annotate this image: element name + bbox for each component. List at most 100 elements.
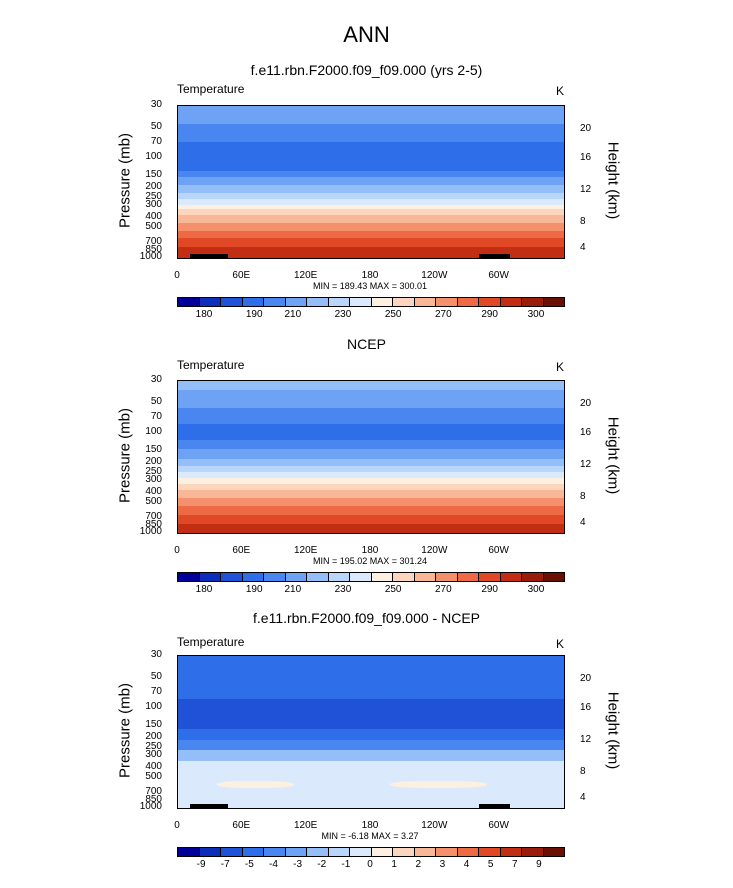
x-tick-label: 120W — [421, 270, 448, 281]
colorbar-swatch — [199, 573, 221, 581]
contour-band — [178, 204, 564, 211]
contour-band — [178, 124, 564, 144]
y-right-tick-label: 16 — [580, 702, 592, 714]
contour-region — [197, 698, 244, 726]
contour-band — [178, 514, 564, 525]
y-right-tick-label: 16 — [580, 427, 592, 439]
y-tick-label: 200 — [145, 731, 162, 743]
y-axis-label: Pressure (mb) — [116, 407, 134, 504]
colorbar-swatch — [457, 573, 479, 581]
colorbar-tick-label: 190 — [245, 309, 263, 320]
colorbar-tick-label: 290 — [481, 584, 498, 595]
colorbar-swatch — [543, 848, 564, 856]
colorbar-tick-label: -2 — [317, 859, 327, 870]
colorbar-swatch — [178, 298, 200, 306]
contour-band — [178, 739, 564, 751]
y-tick-label: 50 — [150, 121, 162, 133]
x-tick-label: 180 — [361, 545, 379, 556]
x-tick-label: 60E — [232, 270, 251, 281]
y-tick-label: 100 — [145, 426, 162, 438]
topography-mask — [479, 254, 510, 258]
colorbar-swatch — [371, 573, 393, 581]
colorbar-tick-label: 3 — [439, 859, 446, 870]
y-right-tick-label: 8 — [580, 216, 586, 228]
contour-band — [178, 171, 564, 179]
colorbar-tick-label: 300 — [527, 309, 545, 320]
colorbar-swatch — [479, 298, 501, 306]
colorbar-swatch — [414, 573, 436, 581]
colorbar-swatch — [436, 573, 458, 581]
x-tick-label: 0 — [174, 270, 180, 281]
colorbar-tick-label: 250 — [384, 309, 402, 320]
colorbar-swatch — [221, 573, 243, 581]
contour-band — [178, 728, 564, 741]
colorbar-swatch — [436, 298, 458, 306]
y-tick-label: 30 — [150, 374, 162, 385]
topography-mask — [479, 804, 510, 808]
y-tick-label: 850 — [145, 793, 162, 805]
panel-1: f.e11.rbn.F2000.f09_f09.000 (yrs 2-5) Tem… — [0, 0, 733, 320]
contour-band — [178, 198, 564, 206]
colorbar-swatch — [414, 298, 436, 306]
y-axis-label: Pressure (mb) — [116, 132, 134, 229]
colorbar-swatch — [522, 848, 544, 856]
y-tick-label: 50 — [150, 671, 162, 683]
colorbar — [177, 572, 565, 582]
x-tick-label: 60E — [232, 545, 251, 556]
y-tick-label: 500 — [145, 220, 162, 232]
x-tick-label: 180 — [361, 270, 379, 281]
topography-mask — [205, 804, 217, 808]
min-max-text: MIN = 195.02 MAX = 301.24 — [312, 556, 428, 566]
colorbar-swatch — [371, 848, 393, 856]
y-tick-label: 1000 — [139, 801, 162, 812]
colorbar-swatch — [328, 298, 350, 306]
colorbar-tick-label: 230 — [334, 584, 352, 595]
colorbar-swatch — [328, 573, 350, 581]
contour-band — [178, 449, 564, 460]
x-tick-label: 60E — [232, 820, 251, 831]
y-tick-label: 700 — [145, 785, 162, 797]
contour-band — [178, 106, 564, 125]
variable-label: Temperature — [177, 358, 245, 372]
contour-band — [178, 656, 564, 700]
colorbar-tick-label: 9 — [536, 859, 542, 870]
colorbar-swatch — [328, 848, 350, 856]
contour-band — [178, 381, 564, 391]
colorbar-tick-label: 210 — [284, 584, 302, 595]
colorbar-swatch — [522, 573, 544, 581]
colorbar-tick-label: 7 — [511, 859, 518, 870]
contour-band — [178, 466, 564, 473]
y-axis-label-right: Height (km) — [604, 416, 622, 495]
y-tick-label: 850 — [145, 243, 162, 255]
y-tick-label: 250 — [145, 190, 162, 202]
x-tick-label: 120W — [421, 545, 448, 556]
panel-title: NCEP — [347, 336, 386, 352]
colorbar-swatch — [543, 573, 564, 581]
x-tick-label: 60W — [488, 545, 509, 556]
colorbar-swatch — [500, 298, 522, 306]
colorbar-tick-label: 230 — [334, 309, 352, 320]
panel-title: f.e11.rbn.F2000.f09_f09.000 - NCEP — [253, 610, 480, 626]
colorbar-tick-label: 270 — [434, 584, 452, 595]
colorbar-swatch — [457, 848, 479, 856]
colorbar-swatch — [393, 848, 415, 856]
y-right-tick-label: 12 — [580, 184, 592, 196]
y-right-tick-label: 12 — [580, 734, 592, 746]
y-tick-label: 150 — [145, 443, 162, 455]
colorbar-swatch — [285, 573, 307, 581]
contour-region — [498, 700, 553, 722]
y-tick-label: 150 — [145, 168, 162, 180]
colorbar-tick-label: 190 — [245, 584, 263, 595]
colorbar-tick-label: 270 — [434, 309, 452, 320]
y-right-tick-label: 4 — [580, 516, 586, 528]
contour-band — [178, 185, 564, 194]
x-tick-label: 60W — [488, 820, 509, 831]
y-right-tick-label: 20 — [580, 398, 592, 410]
colorbar-swatch — [307, 298, 329, 306]
contour-band — [178, 223, 564, 232]
main-title: ANN — [343, 22, 390, 47]
contour-band — [178, 192, 564, 200]
y-tick-label: 700 — [145, 235, 162, 247]
x-tick-label: 120E — [293, 270, 318, 281]
panel-3: f.e11.rbn.F2000.f09_f09.000 - NCEP Temper… — [0, 553, 733, 870]
